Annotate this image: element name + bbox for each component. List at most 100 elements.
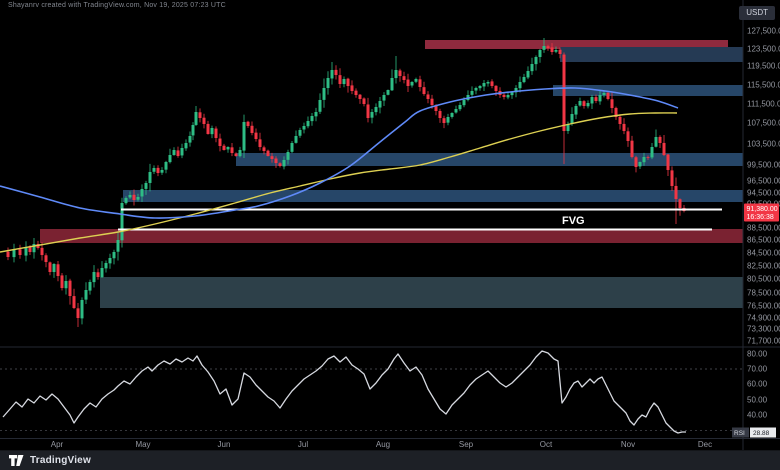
candle [68, 280, 72, 296]
rsi-scale-label: 60.00 [747, 380, 768, 389]
candle [40, 247, 44, 255]
candle [310, 116, 314, 122]
rsi-scale-label: 50.00 [747, 396, 768, 405]
quote-currency-button[interactable]: USDT [739, 6, 775, 20]
candle [140, 189, 144, 197]
candle [242, 122, 246, 151]
candle [422, 87, 426, 94]
candle [222, 145, 226, 150]
candle [156, 167, 160, 173]
candle [210, 128, 214, 135]
candle [458, 105, 462, 110]
rsi-tag-label: RSI [734, 430, 745, 437]
candle [442, 118, 446, 123]
price-scale-label: 94,500.00 [747, 189, 780, 198]
tradingview-brand-text[interactable]: TradingView [30, 455, 91, 466]
candle [282, 160, 286, 167]
candle [116, 240, 120, 252]
candle [250, 125, 254, 133]
candle [100, 268, 104, 278]
candle [202, 117, 206, 124]
candle [64, 281, 68, 289]
candle [670, 170, 674, 186]
rsi-scale-label: 40.00 [747, 411, 768, 420]
last-price-tag: 91,380.00 16:36:38 [744, 203, 779, 222]
time-scale[interactable]: Apr May Jun Jul Aug Sep Oct Nov Dec [51, 440, 712, 449]
tradingview-logo-icon[interactable] [9, 455, 24, 466]
time-scale-month-label: Jun [218, 440, 231, 449]
price-scale[interactable]: 127,500.00 123,500.00 119,500.00 115,500.00… [747, 27, 780, 346]
candle [326, 78, 330, 89]
candle [494, 85, 498, 91]
candle [262, 147, 266, 151]
chart-canvas[interactable]: FVG 80.00 70.00 60.00 50.00 40.00 127,500.00… [0, 0, 780, 450]
candle [72, 296, 76, 308]
candle [570, 114, 574, 124]
candle [136, 197, 140, 200]
candle [358, 94, 362, 99]
candle [362, 98, 366, 104]
candle [658, 136, 662, 143]
candle [294, 136, 298, 143]
candle [214, 128, 218, 138]
candle [538, 50, 542, 57]
candle [614, 107, 618, 117]
price-scale-label: 107,500.00 [747, 119, 780, 128]
candle [6, 251, 10, 257]
candle [390, 78, 394, 91]
candle [234, 153, 238, 156]
candle [522, 77, 526, 83]
candle [474, 88, 478, 91]
price-scale-label: 88,500.00 [747, 224, 780, 233]
candle [258, 139, 262, 147]
candle [550, 47, 554, 52]
bar-countdown: 16:36:38 [747, 214, 774, 221]
candle [194, 112, 198, 125]
candle [574, 106, 578, 115]
candle [402, 76, 406, 80]
price-scale-label: 74,900.00 [747, 314, 780, 323]
attribution-text: Shayanrv created with TradingView.com, N… [8, 2, 226, 9]
candle [450, 113, 454, 117]
candle [302, 126, 306, 130]
candle [96, 272, 100, 277]
candle [438, 110, 442, 118]
candle [334, 69, 338, 75]
candle [206, 123, 210, 134]
candle [266, 150, 270, 156]
rsi-line [2, 350, 686, 434]
candle [60, 275, 64, 288]
ma-blue-line [0, 87, 679, 219]
candle [314, 112, 318, 117]
rsi-tag-value: 28.88 [753, 430, 770, 437]
candle [654, 137, 658, 147]
candle [354, 90, 358, 95]
price-scale-label: 127,500.00 [747, 27, 780, 36]
resistance-zone-navy-1 [560, 47, 743, 62]
candle [554, 50, 558, 52]
resistance-zone-navy-2 [553, 85, 743, 96]
candle [226, 147, 230, 150]
candle [124, 198, 128, 204]
price-scale-label: 76,500.00 [747, 302, 780, 311]
support-zone-navy-4 [123, 190, 743, 202]
price-scale-label: 99,500.00 [747, 161, 780, 170]
candle [370, 112, 374, 118]
candle [198, 112, 202, 118]
time-scale-month-label: Aug [376, 440, 390, 449]
candle [634, 157, 638, 167]
candle [76, 308, 80, 318]
candle [386, 90, 390, 95]
candle [482, 83, 486, 87]
time-scale-month-label: Dec [698, 440, 712, 449]
time-scale-month-label: Apr [51, 440, 64, 449]
candle [160, 170, 164, 173]
candle [322, 88, 326, 100]
supply-zone-red-top [425, 40, 728, 49]
candle [12, 249, 16, 258]
candle [52, 264, 56, 273]
price-scale-label: 78,500.00 [747, 289, 780, 298]
price-scale-label: 119,500.00 [747, 62, 780, 71]
candle [674, 185, 678, 199]
candle [502, 94, 506, 97]
